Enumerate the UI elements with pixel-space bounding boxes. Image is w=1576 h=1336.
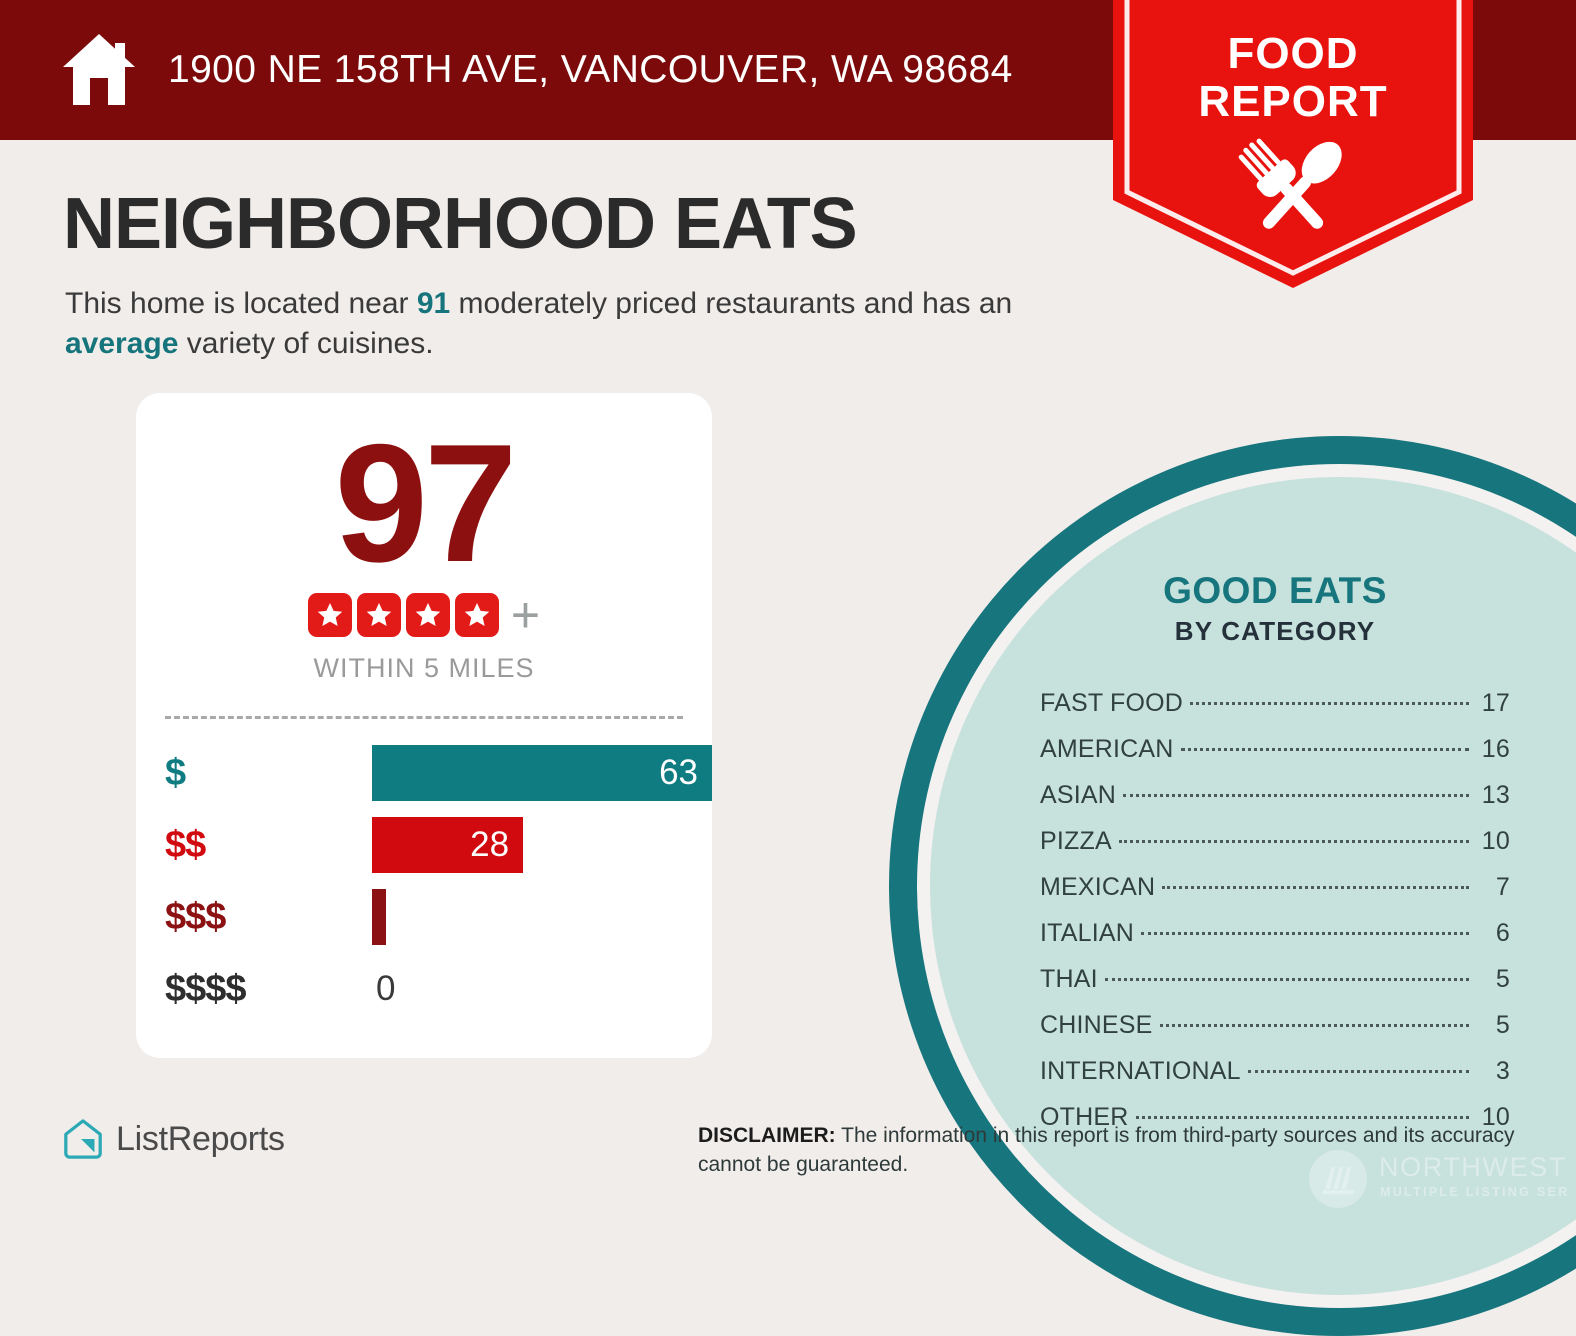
disclaimer-text: The information in this report is from t… [698, 1124, 1515, 1176]
score-card: 97 + WITHIN 5 MILES $63 $$ 28 $$$ 2 $$$$ 0 [136, 393, 712, 1058]
category-label: PIZZA [1040, 827, 1112, 855]
leader-dots [1159, 1024, 1469, 1027]
star-rating: + [136, 587, 712, 643]
price-bar-track: 2 [353, 889, 712, 945]
category-count: 5 [1495, 965, 1510, 993]
leader-dots [1180, 748, 1469, 751]
leader-dots [1162, 886, 1469, 889]
price-level-label: $ [165, 751, 186, 794]
price-bar-row: $$$$ 0 [165, 961, 712, 1017]
category-row: MEXICAN 7 [1040, 873, 1510, 902]
category-count: 13 [1481, 781, 1510, 809]
leader-dots [1123, 794, 1469, 797]
nwmls-tagline: MULTIPLE LISTING SERVICE® [1380, 1185, 1569, 1199]
food-report-badge: FOOD REPORT [1113, 0, 1473, 288]
good-eats-title: GOOD EATS [1163, 570, 1387, 611]
category-label: ITALIAN [1040, 919, 1135, 947]
price-level-label: $$ [165, 823, 206, 866]
category-count: 10 [1481, 1103, 1510, 1131]
price-bar-track: 63 [372, 745, 712, 801]
category-count: 10 [1481, 827, 1510, 855]
leader-dots [1118, 840, 1469, 843]
star-icon [405, 593, 450, 637]
subtitle-part-1: This home is located near [65, 287, 417, 320]
variety-rating: average [65, 326, 179, 360]
page-title: NEIGHBORHOOD EATS [63, 184, 858, 264]
price-bar-zero: 0 [376, 969, 396, 1008]
category-row: INTERNATIONAL 3 [1040, 1057, 1510, 1086]
category-label: FAST FOOD [1040, 689, 1184, 717]
price-bar-track: 0 [372, 961, 712, 1017]
nwmls-logo-icon: NORTHWEST MULTIPLE LISTING SERVICE® [1309, 1150, 1569, 1208]
good-eats-panel: GOOD EATS BY CATEGORY FAST FOOD 17 AMERICA… [1040, 570, 1510, 1149]
disclaimer: DISCLAIMER: The information in this repo… [698, 1122, 1518, 1179]
category-row: CHINESE 5 [1040, 1011, 1510, 1040]
star-icon [356, 593, 401, 637]
food-score: 97 [334, 409, 518, 597]
category-row: AMERICAN 16 [1040, 735, 1510, 764]
category-count: 3 [1495, 1057, 1510, 1085]
category-count: 5 [1495, 1011, 1510, 1039]
price-bar-track: 28 [372, 817, 712, 873]
category-label: AMERICAN [1040, 735, 1174, 763]
house-icon [63, 34, 135, 105]
subtitle-part-3: variety of cuisines. [178, 326, 434, 360]
disclaimer-label: DISCLAIMER: [698, 1124, 836, 1147]
good-eats-subtitle: BY CATEGORY [1174, 616, 1376, 646]
price-bar-row: $63 [165, 745, 712, 801]
nwmls-name: NORTHWEST [1379, 1152, 1567, 1182]
leader-dots [1104, 978, 1469, 981]
category-count: 7 [1495, 873, 1510, 901]
category-row: ITALIAN 6 [1040, 919, 1510, 948]
star-icon [307, 593, 352, 637]
price-bar-chart: $63 $$ 28 $$$ 2 $$$$ 0 [136, 745, 712, 1017]
radius-label: WITHIN 5 MILES [313, 653, 535, 683]
category-row: PIZZA 10 [1040, 827, 1510, 856]
leader-dots [1190, 702, 1469, 705]
leader-dots [1135, 1116, 1469, 1119]
subtitle-part-2: moderately priced restaurants and has an [450, 287, 1013, 320]
category-label: THAI [1040, 965, 1098, 993]
category-row: OTHER 10 [1040, 1103, 1510, 1132]
category-label: INTERNATIONAL [1040, 1057, 1241, 1085]
card-divider [165, 716, 683, 719]
category-count: 6 [1495, 919, 1510, 947]
category-label: ASIAN [1040, 781, 1117, 809]
price-bar-fill: 63 [372, 745, 712, 801]
category-label: CHINESE [1040, 1011, 1153, 1039]
star-icon [454, 593, 499, 637]
category-row: THAI 5 [1040, 965, 1510, 994]
listreports-logo-text: ListReports [116, 1119, 285, 1158]
price-level-label: $$$ [165, 895, 226, 938]
category-list: FAST FOOD 17 AMERICAN 16 ASIAN 13 PIZZA 10 MEXIC… [1040, 689, 1510, 1132]
listreports-house-tag-icon [64, 1119, 102, 1159]
price-level-label: $$$$ [165, 967, 247, 1010]
price-bar-fill: 28 [372, 817, 524, 873]
property-address: 1900 NE 158TH AVE, VANCOUVER, WA 98684 [168, 48, 1013, 91]
plus-icon: + [510, 587, 541, 643]
badge-shape [1113, 0, 1473, 288]
category-label: OTHER [1040, 1103, 1129, 1131]
category-count: 16 [1481, 735, 1510, 763]
badge-line-1: FOOD [1227, 29, 1359, 78]
badge-line-2: REPORT [1198, 76, 1388, 126]
badge-label: FOOD REPORT [1113, 30, 1473, 125]
restaurant-count: 91 [416, 287, 451, 320]
category-row: FAST FOOD 17 [1040, 689, 1510, 718]
category-count: 17 [1481, 689, 1510, 717]
category-label: MEXICAN [1040, 873, 1156, 901]
page-subtitle: This home is located near 91 moderately … [65, 284, 1075, 364]
leader-dots [1141, 932, 1469, 935]
listreports-logo: ListReports [62, 1118, 285, 1160]
spoon-fork-icon [1238, 138, 1342, 229]
category-row: ASIAN 13 [1040, 781, 1510, 810]
price-bar-row: $$ 28 [165, 817, 712, 873]
price-bar-fill: 2 [353, 889, 386, 945]
price-bar-row: $$$ 2 [165, 889, 712, 945]
leader-dots [1247, 1070, 1469, 1073]
